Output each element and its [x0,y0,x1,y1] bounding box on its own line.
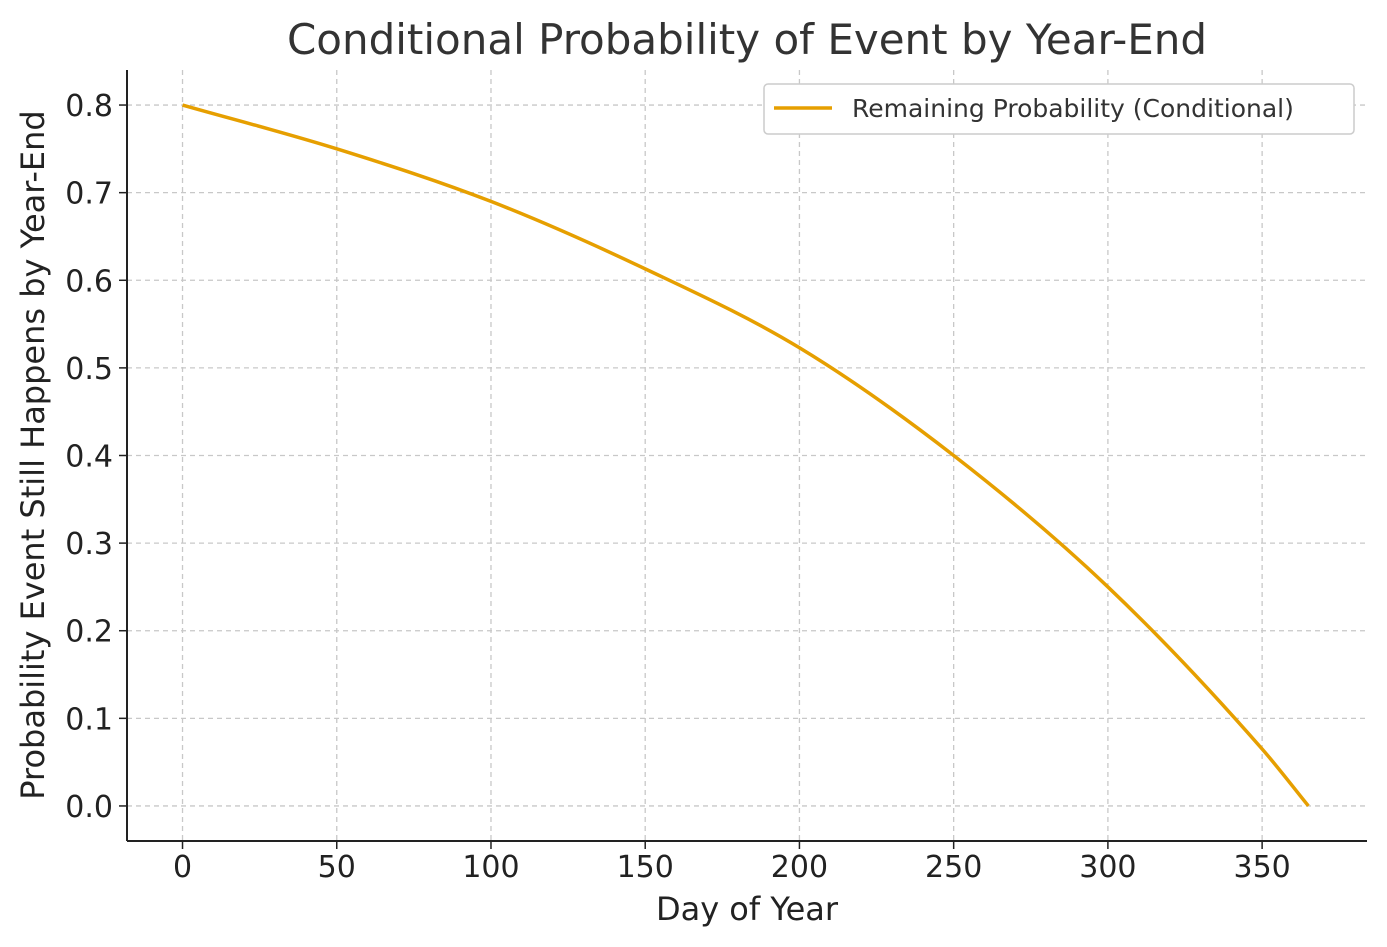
x-tick-label: 300 [1079,850,1136,885]
x-axis-label: Day of Year [656,890,839,928]
y-tick-label: 0.4 [65,440,113,475]
x-tick-label: 250 [925,850,982,885]
y-tick-label: 0.0 [65,790,113,825]
y-tick-label: 0.7 [65,177,113,212]
y-tick-label: 0.3 [65,527,113,562]
y-axis-label: Probability Event Still Happens by Year-… [14,110,52,799]
x-tick-label: 200 [771,850,828,885]
y-tick-label: 0.6 [65,264,113,299]
y-ticks: 0.0 0.1 0.2 0.3 0.4 0.5 0.6 0.7 0.8 [65,89,127,825]
legend-box [763,83,1355,135]
series-line-remaining-probability [182,103,1310,808]
x-tick-label: 350 [1233,850,1290,885]
legend-label: Remaining Probability (Conditional) [852,94,1294,123]
x-tick-label: 50 [318,850,356,885]
y-tick-label: 0.1 [65,702,113,737]
y-tick-label: 0.8 [65,89,113,124]
x-tick-label: 100 [462,850,519,885]
x-ticks: 0 50 100 150 200 250 300 350 [173,841,1291,885]
series-layer [182,103,1310,808]
x-tick-label: 0 [173,850,192,885]
y-tick-label: 0.2 [65,615,113,650]
grid-lines [127,70,1367,841]
x-tick-label: 150 [617,850,674,885]
y-tick-label: 0.5 [65,352,113,387]
chart-title: Conditional Probability of Event by Year… [287,15,1207,64]
legend: Remaining Probability (Conditional) [763,83,1355,135]
